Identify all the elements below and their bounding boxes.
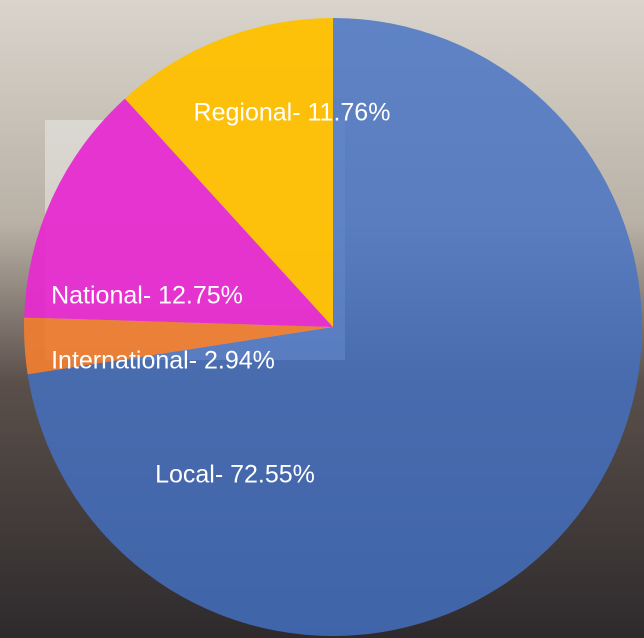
data-label: Regional- 11.76%	[194, 99, 391, 127]
data-label: International- 2.94%	[51, 347, 275, 375]
pie-slice	[23, 317, 333, 375]
pie-slice	[124, 18, 334, 327]
data-label: National- 12.75%	[51, 282, 243, 310]
data-label: Local- 72.55%	[155, 461, 315, 489]
pie-slice	[27, 18, 642, 637]
pie-slice	[24, 98, 334, 327]
